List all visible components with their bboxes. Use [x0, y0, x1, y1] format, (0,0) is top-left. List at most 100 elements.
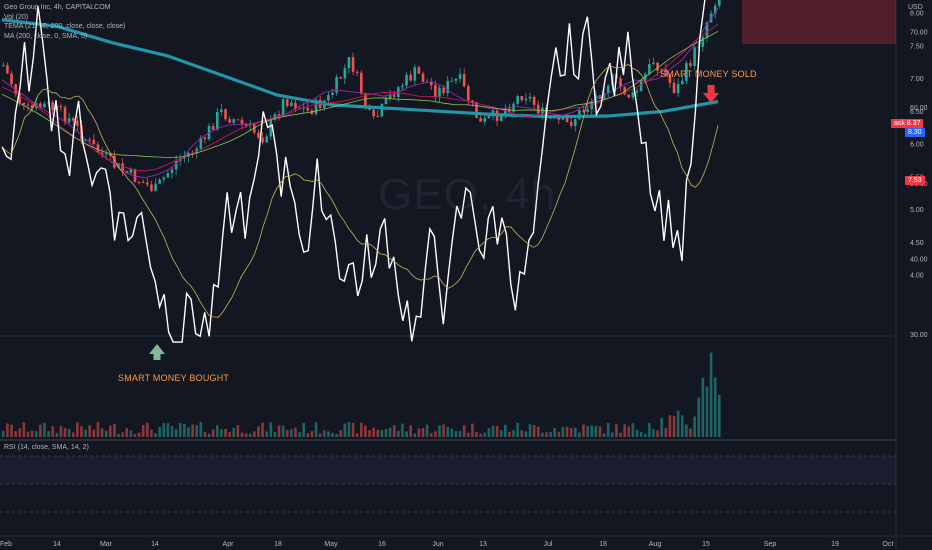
- candle-body: [158, 179, 161, 184]
- candle-body: [129, 169, 133, 173]
- volume-bar: [203, 431, 207, 437]
- volume-bar: [545, 432, 548, 437]
- volume-bar: [454, 431, 458, 437]
- volume-bar: [92, 429, 96, 437]
- volume-bar: [376, 429, 380, 437]
- volume-bar: [508, 431, 511, 437]
- volume-bar: [693, 416, 696, 437]
- volume-bar: [22, 422, 26, 437]
- volume-bar: [96, 422, 100, 437]
- volume-bar: [51, 426, 54, 437]
- symbol-title[interactable]: Geo Group Inc, 4h, CAPITALCOM: [4, 4, 111, 11]
- volume-bar: [705, 386, 709, 437]
- candle-body: [327, 94, 330, 101]
- candle-body: [154, 183, 157, 191]
- chart-legend: Geo Group Inc, 4h, CAPITALCOM Vol (20) T…: [4, 3, 125, 41]
- candle-body: [355, 71, 359, 73]
- volume-bar: [257, 426, 260, 437]
- volume-bar: [30, 430, 34, 437]
- candle-body: [170, 169, 174, 174]
- candle-body: [76, 120, 79, 126]
- volume-bar: [697, 397, 701, 437]
- volume-bar: [623, 424, 626, 437]
- volume-bar: [685, 424, 688, 437]
- candle-body: [380, 104, 384, 117]
- volume-bar: [6, 423, 9, 437]
- candle-body: [290, 102, 293, 106]
- candle-body: [273, 114, 277, 120]
- volume-bar: [388, 427, 392, 437]
- candle-body: [306, 107, 310, 111]
- candle-body: [627, 94, 631, 98]
- volume-bar: [405, 431, 408, 437]
- volume-bar: [273, 432, 277, 437]
- volume-bar: [174, 429, 178, 437]
- volume-bar: [479, 433, 482, 437]
- volume-bar: [150, 429, 153, 437]
- volume-bar: [483, 432, 487, 437]
- volume-bar: [627, 426, 631, 437]
- candle-body: [471, 100, 474, 103]
- price-tick-label: 7.50: [910, 43, 924, 50]
- volume-indicator-label[interactable]: Vol (20): [4, 13, 29, 21]
- volume-bar: [347, 422, 351, 437]
- candle-body: [413, 67, 417, 81]
- time-tick-label: Apr: [223, 541, 235, 548]
- volume-bar: [652, 428, 655, 437]
- volume-bar: [199, 422, 203, 437]
- volume-bar: [648, 423, 651, 437]
- candle-body: [532, 96, 536, 105]
- price-tick-label: 8.00: [910, 11, 924, 18]
- time-tick-label: Aug: [649, 541, 662, 548]
- candle-body: [639, 79, 643, 91]
- time-tick-label: Oct: [883, 541, 894, 548]
- candle-body: [244, 123, 248, 126]
- ask-price-tag: ask 8.37: [891, 119, 924, 128]
- volume-bar: [154, 433, 157, 437]
- price-tick-label: 5.00: [910, 207, 924, 214]
- candle-body: [113, 155, 116, 168]
- candle-body: [565, 117, 569, 123]
- candle-body: [685, 63, 688, 81]
- candle-body: [339, 77, 343, 79]
- volume-bar: [335, 433, 338, 437]
- volume-bar: [368, 430, 371, 437]
- tema-indicator-label[interactable]: TEMA (21, 50, 200, close, close, close): [4, 23, 126, 30]
- candle-body: [462, 74, 466, 87]
- candle-body: [582, 110, 585, 112]
- candle-body: [392, 94, 396, 97]
- candle-body: [438, 87, 441, 97]
- candle-body: [528, 96, 532, 99]
- volume-bar: [18, 428, 22, 437]
- candle-body: [63, 107, 67, 123]
- volume-bar: [294, 427, 297, 437]
- volume-bar: [639, 431, 643, 437]
- volume-bar: [306, 432, 310, 437]
- time-tick-label: Jul: [544, 541, 553, 548]
- candle-body: [668, 75, 672, 83]
- volume-bar: [277, 425, 281, 437]
- time-tick-label: 18: [599, 541, 607, 548]
- candle-body: [672, 82, 676, 94]
- candle-body: [335, 77, 338, 93]
- candle-body: [520, 95, 524, 101]
- candle-body: [294, 102, 297, 110]
- candle-body: [524, 98, 528, 101]
- time-tick-label: 16: [378, 541, 386, 548]
- volume-bar: [450, 428, 454, 437]
- ma-indicator-label[interactable]: MA (200, close, 0, SMA, 5): [4, 32, 88, 40]
- candle-body: [183, 156, 186, 159]
- volume-bar: [34, 431, 38, 437]
- rsi-indicator-label[interactable]: RSI (14, close, SMA, 14, 2): [4, 444, 89, 451]
- candle-body: [108, 153, 112, 156]
- candle-body: [569, 122, 573, 126]
- volume-bar: [26, 431, 30, 437]
- candle-body: [372, 109, 375, 117]
- candle-body: [602, 93, 606, 99]
- candle-body: [623, 87, 626, 95]
- price-tick-label: 4.00: [910, 273, 924, 280]
- candle-body: [619, 78, 622, 88]
- volume-bar: [536, 426, 540, 437]
- candle-body: [26, 104, 30, 106]
